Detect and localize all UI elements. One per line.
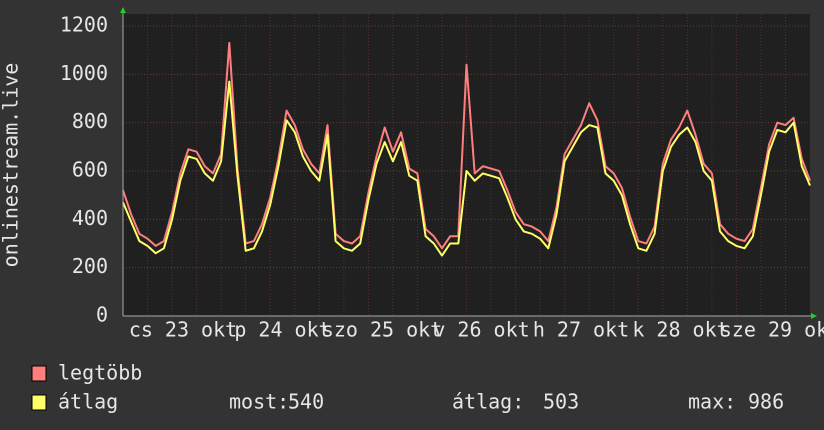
lines — [122, 41, 811, 257]
y-axis-arrow — [120, 7, 126, 13]
series-line — [122, 80, 811, 257]
legend-label: átlag — [58, 390, 118, 414]
stat-value: 986 — [748, 390, 784, 414]
y-axis-label: onlinestream.live — [0, 63, 23, 268]
stat-label: átlag: — [452, 390, 524, 414]
y-tick-label: 1000 — [60, 61, 108, 85]
y-tick-label: 0 — [96, 303, 108, 327]
y-tick-label: 600 — [72, 158, 108, 182]
stat-label: most: — [229, 390, 289, 414]
stat-value: 503 — [543, 390, 579, 414]
x-tick-label: v 26 okt — [433, 318, 529, 342]
legend-label: legtöbb — [58, 361, 142, 385]
y-tick-label: 200 — [72, 254, 108, 278]
legend-swatch — [31, 365, 47, 382]
x-tick-label: k 28 okt — [632, 318, 728, 342]
y-tick-label: 400 — [72, 206, 108, 230]
x-tick-label: cs 23 okt — [129, 318, 237, 342]
y-tick-label: 800 — [72, 109, 108, 133]
y-tick-label: 1200 — [60, 13, 108, 37]
x-tick-label: h 27 okt — [533, 318, 629, 342]
x-tick-label: p 24 okt — [234, 318, 330, 342]
legend-swatch — [31, 394, 47, 411]
x-tick-label: sze 29 okt — [720, 318, 824, 342]
x-tick-label: szo 25 okt — [322, 318, 442, 342]
stat-label: max: — [688, 390, 736, 414]
x-axis-arrow — [811, 313, 817, 319]
stat-value: 540 — [288, 390, 324, 414]
